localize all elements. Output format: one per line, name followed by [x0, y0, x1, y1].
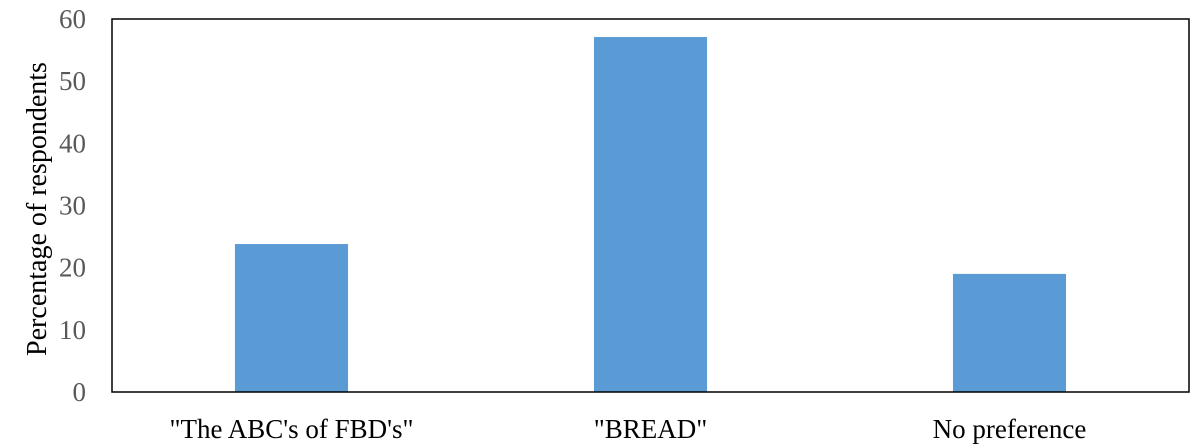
- bars: [234, 37, 1067, 393]
- plot-area-frame: [111, 18, 1190, 393]
- y-tick-label: 10: [59, 315, 86, 345]
- y-axis-title: Percentage of respondents: [22, 62, 53, 356]
- y-tick-label: 20: [59, 253, 86, 283]
- y-tick-label: 30: [59, 191, 86, 221]
- x-category-label: No preference: [933, 414, 1087, 444]
- y-tick-label: 40: [59, 128, 86, 158]
- y-tick-label: 60: [59, 4, 86, 34]
- bar: [234, 244, 349, 392]
- y-axis-ticks: 0 10 20 30 40 50 60: [59, 4, 86, 407]
- y-tick-label: 0: [73, 377, 87, 407]
- x-axis-labels: "The ABC's of FBD's" "BREAD" No preference: [169, 414, 1086, 444]
- bar: [952, 273, 1067, 392]
- x-category-label: "BREAD": [594, 414, 708, 444]
- x-category-label: "The ABC's of FBD's": [169, 414, 413, 444]
- bar: [593, 37, 708, 393]
- y-tick-label: 50: [59, 66, 86, 96]
